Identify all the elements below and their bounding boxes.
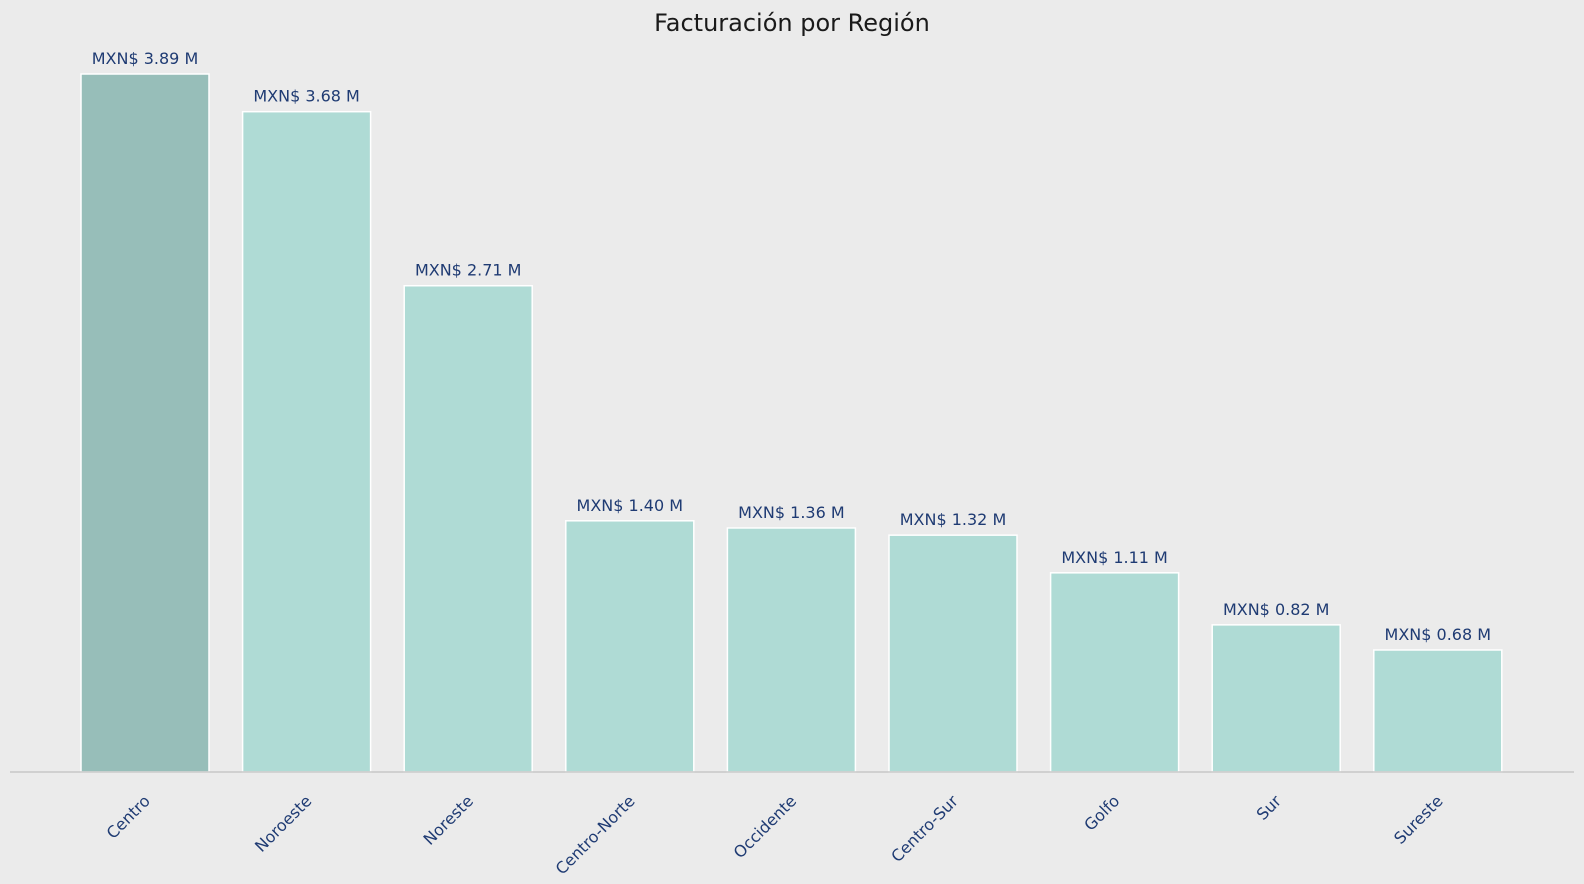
x-tick-labels-group: Centro Noroeste Noreste Centro-Norte Occiden… (103, 791, 1447, 878)
bar-golfo (1049, 572, 1180, 773)
bar-centro-sur (888, 534, 1018, 773)
value-labels-group: MXN$ 3.89 M MXN$ 3.68 M MXN$ 2.71 M MXN$ 1.… (92, 49, 1491, 644)
x-tick-label: Golfo (1080, 791, 1123, 834)
bar-noroeste (241, 110, 372, 773)
bar-sureste (1373, 649, 1503, 773)
x-tick-label: Noroeste (251, 791, 315, 855)
bar-centro-norte (565, 520, 695, 773)
value-label: MXN$ 2.71 M (415, 261, 522, 280)
x-tick-label: Centro-Sur (887, 791, 962, 866)
bars-group (80, 73, 1503, 773)
value-label: MXN$ 0.68 M (1385, 625, 1492, 644)
value-label: MXN$ 1.36 M (738, 503, 845, 522)
value-label: MXN$ 3.68 M (253, 87, 360, 106)
value-label: MXN$ 0.82 M (1223, 600, 1330, 619)
value-label: MXN$ 1.40 M (577, 496, 684, 515)
x-tick-label: Occidente (730, 791, 801, 862)
bar-sur (1211, 624, 1341, 773)
x-tick-label: Sureste (1390, 791, 1446, 847)
x-tick-label: Sur (1253, 791, 1286, 824)
bar-centro (80, 73, 210, 773)
x-tick-label: Centro-Norte (552, 791, 639, 878)
value-label: MXN$ 3.89 M (92, 49, 199, 68)
bar-occidente (726, 527, 857, 773)
x-tick-label: Noreste (420, 791, 477, 848)
chart-title: Facturación por Región (654, 9, 930, 37)
bar-noreste (403, 284, 533, 773)
value-label: MXN$ 1.11 M (1061, 548, 1168, 567)
value-label: MXN$ 1.32 M (900, 510, 1007, 529)
x-tick-label: Centro (103, 791, 154, 842)
